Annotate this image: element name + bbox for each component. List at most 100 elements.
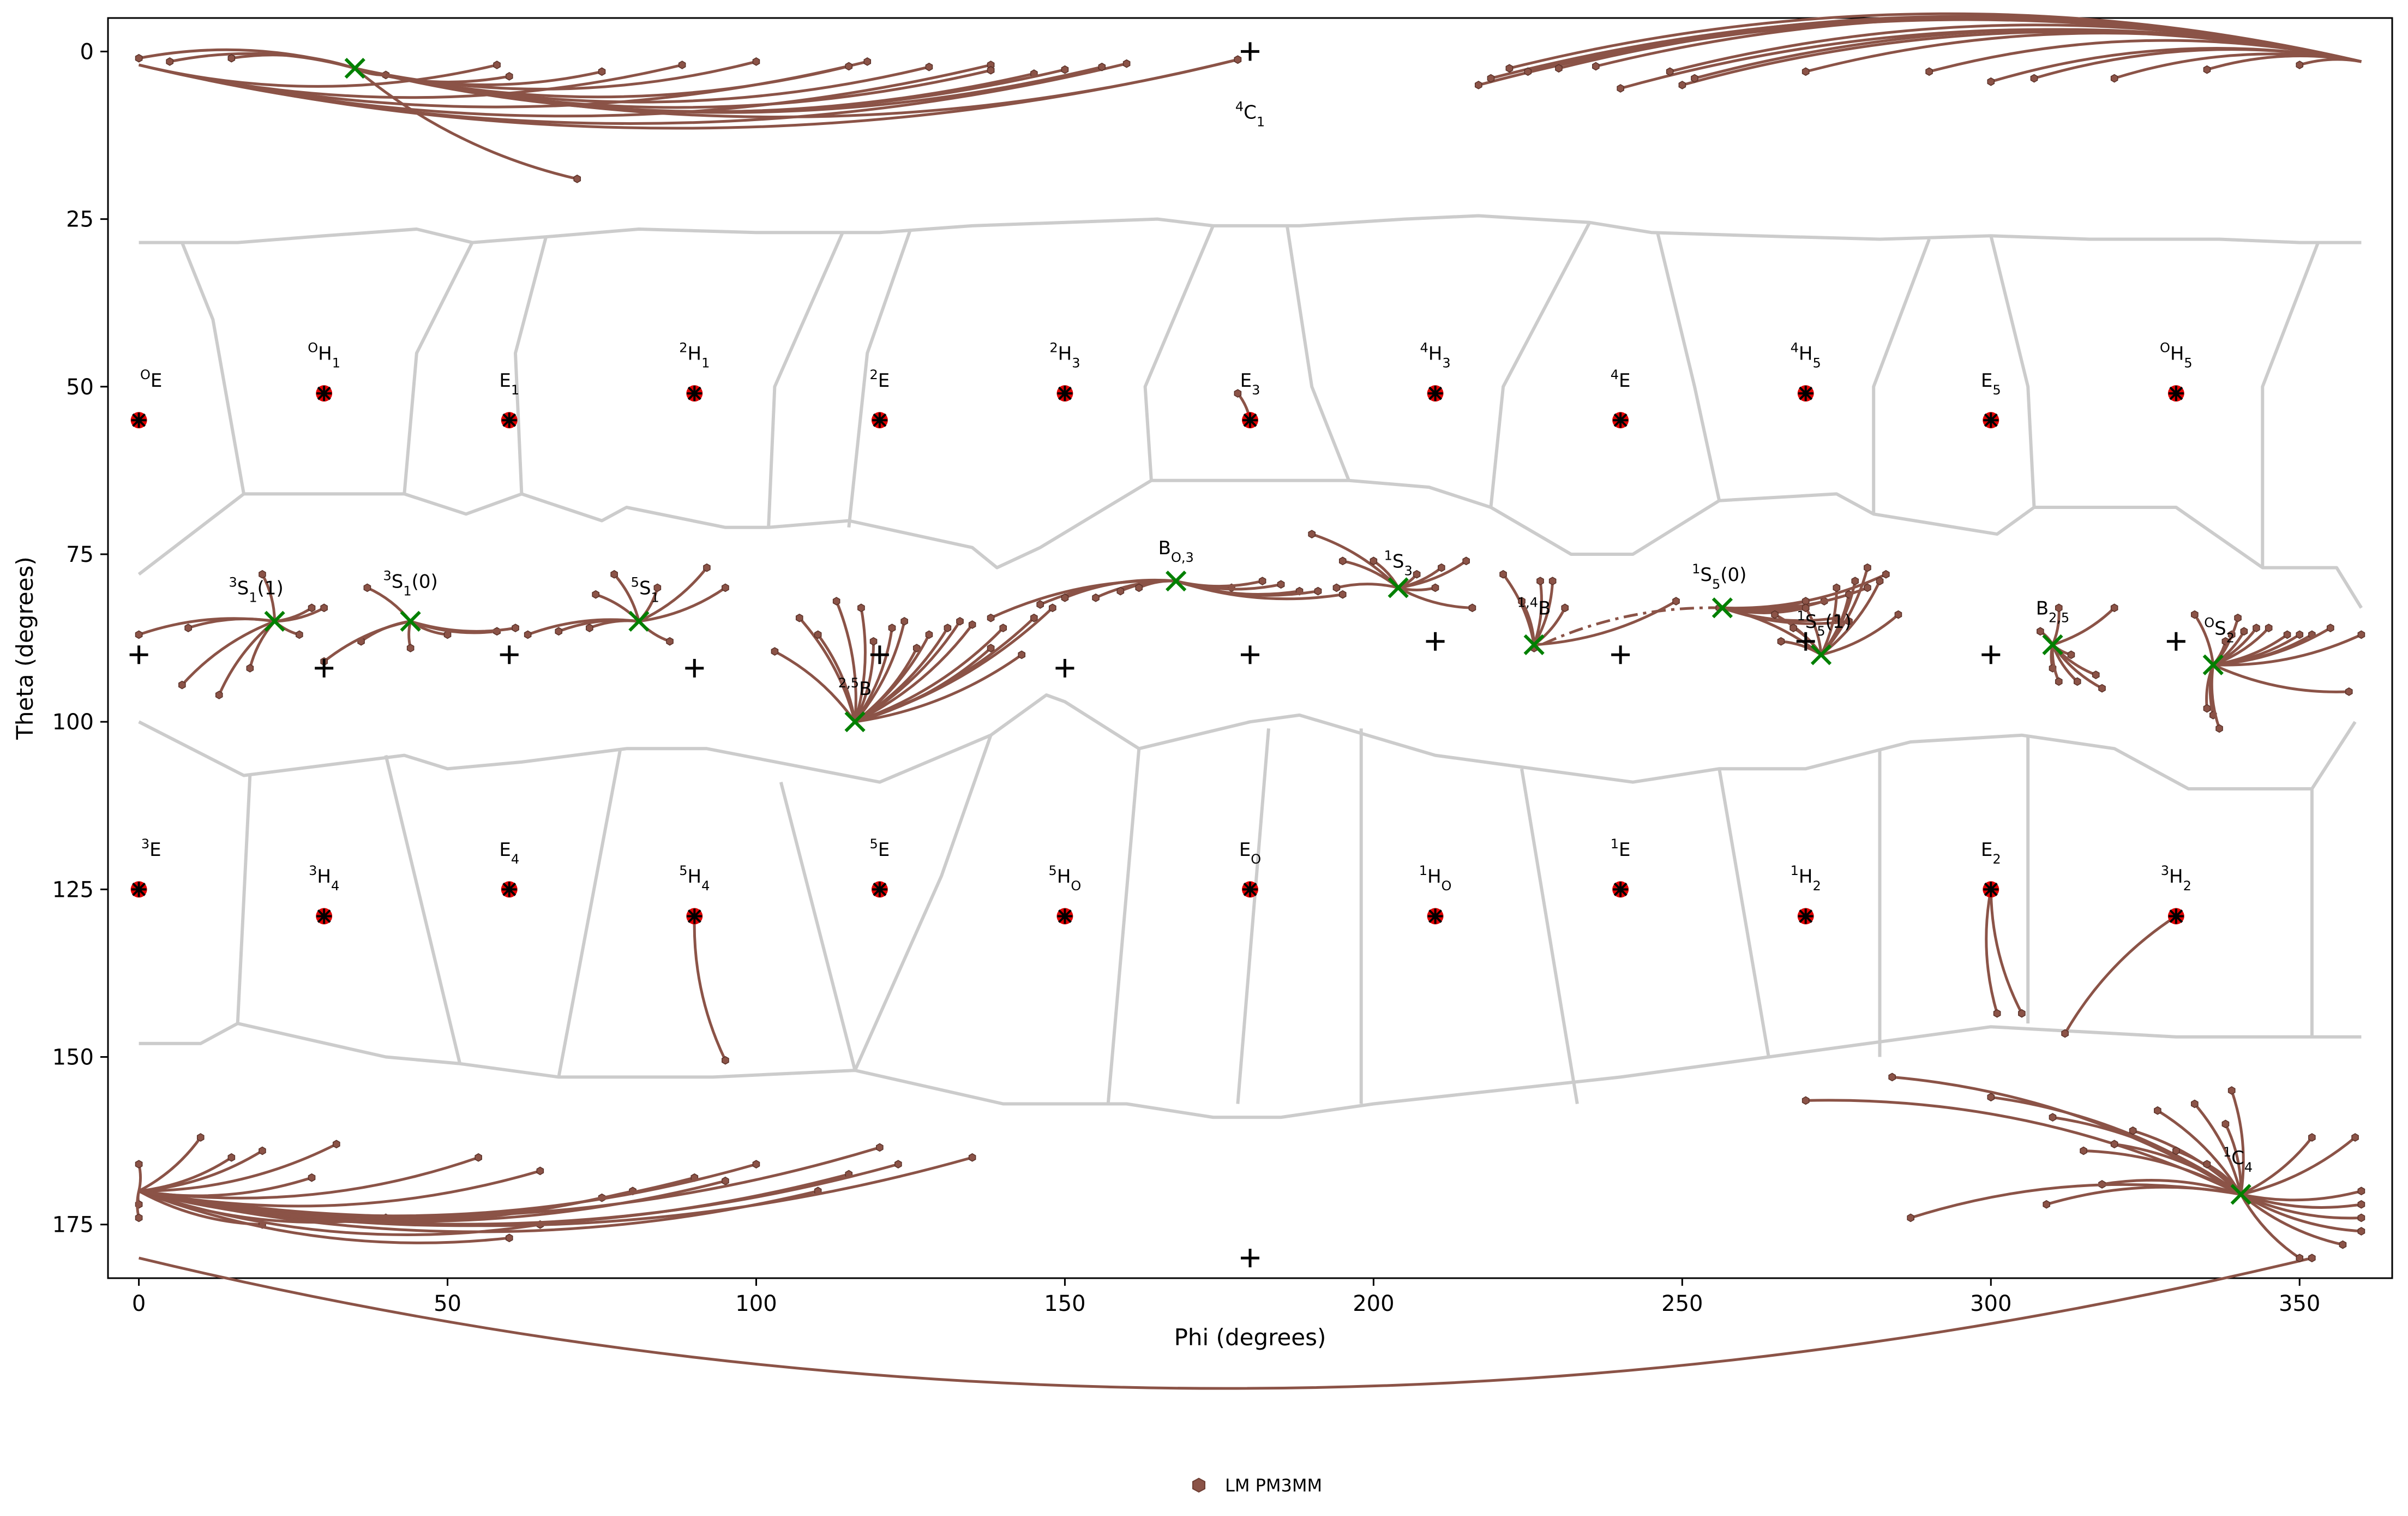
reference-points: [130, 385, 2184, 925]
region-boundary-line: [236, 775, 252, 1024]
transition-path-line: [854, 607, 1054, 723]
region-boundary-line: [384, 754, 462, 1064]
region-boundary-line: [139, 214, 2362, 244]
path-endpoint-marker: [1876, 577, 1884, 585]
region-boundary-line: [1656, 232, 1721, 501]
region-boundary-line: [139, 1022, 2362, 1119]
path-endpoint-marker: [406, 644, 415, 652]
local-minimum-marker: [1523, 634, 1545, 655]
transition-path-line: [2157, 1109, 2242, 1195]
pucker-label: 1,4B: [1517, 595, 1551, 620]
pucker-label: 2H3: [1049, 340, 1080, 371]
label-base: E: [149, 839, 161, 861]
transition-path-line: [854, 641, 875, 723]
label-superscript: 5: [1049, 863, 1057, 878]
label-superscript: 4: [1611, 367, 1619, 382]
x-tick-label: 350: [2279, 1291, 2320, 1316]
label-subscript: 4: [2244, 1160, 2253, 1175]
label-subscript: 3: [1072, 356, 1080, 371]
label-suffix: (0): [412, 571, 438, 592]
label-subscript: 4: [331, 878, 339, 894]
label-superscript: 4: [1420, 340, 1428, 356]
reference-point-cross: [1983, 412, 1999, 428]
pucker-labels: 4C1OEOH1E12H12E2H3E34H34E4H5E5OH53S1(1)3…: [140, 99, 2253, 1175]
transition-path-line: [2193, 1102, 2243, 1195]
path-endpoint-marker: [722, 1056, 729, 1065]
label-superscript: 1: [1384, 548, 1392, 564]
path-endpoint-marker: [2154, 1106, 2161, 1115]
path-endpoint-marker: [1098, 62, 1106, 71]
path-endpoint-marker: [586, 624, 593, 632]
path-endpoint-marker: [795, 613, 803, 622]
edge-trace-line: [1595, 16, 2362, 68]
label-suffix: (1): [257, 578, 284, 600]
label-base: B: [2036, 598, 2049, 620]
path-endpoint-marker: [1802, 1096, 1810, 1105]
pucker-label: OH5: [2160, 340, 2193, 371]
path-endpoint-marker: [832, 597, 840, 606]
label-subscript: O: [1071, 878, 1081, 894]
region-boundary-line: [557, 748, 622, 1077]
path-endpoint-marker: [2055, 603, 2063, 613]
edge-trace-line: [138, 1136, 202, 1193]
local-minimum-marker: [1388, 577, 1409, 598]
path-endpoint-marker: [1413, 570, 1421, 579]
reference-point-marker: [316, 385, 333, 402]
region-boundary-line: [1718, 768, 1770, 1058]
transition-path-line: [1533, 580, 1554, 646]
label-subscript: O: [1251, 852, 1261, 867]
transition-path-line: [2240, 1193, 2343, 1247]
pucker-label: 4C1: [1235, 99, 1265, 129]
path-endpoint-marker: [987, 644, 995, 652]
local-minimum-marker: [264, 610, 285, 632]
region-boundary-line: [853, 734, 993, 1071]
transition-path-line: [693, 916, 727, 1061]
label-superscript: 2: [679, 340, 687, 356]
path-endpoint-marker: [308, 603, 316, 613]
x-tick-label: 150: [1044, 1291, 1085, 1316]
transition-path-line: [2241, 1189, 2362, 1202]
reference-point-marker: [501, 881, 518, 898]
path-endpoint-marker: [493, 61, 501, 69]
path-endpoint-marker: [1234, 55, 1242, 64]
pole-plus-marker: [315, 658, 334, 678]
transition-path-line: [1985, 889, 1998, 1014]
transition-path-line: [854, 620, 962, 723]
label-subscript: 3: [1404, 564, 1412, 579]
pucker-label: 5HO: [1049, 863, 1082, 894]
path-endpoint-marker: [215, 691, 223, 699]
label-superscript: 5: [869, 836, 878, 852]
path-endpoint-marker: [1518, 597, 1526, 606]
path-endpoint-marker: [2339, 1240, 2347, 1249]
transition-path-line: [816, 633, 857, 722]
label-base: S: [2214, 618, 2226, 639]
reference-point-marker: [1056, 908, 1073, 925]
pucker-label: 1E: [1611, 836, 1631, 861]
path-endpoint-marker: [2351, 1133, 2359, 1142]
path-endpoint-marker: [1487, 74, 1495, 83]
label-base: E: [1240, 370, 1252, 392]
pucker-label: OE: [140, 367, 162, 392]
pole-markers: [129, 42, 2185, 1268]
reference-point-marker: [1612, 881, 1629, 898]
region-boundary-line: [2261, 242, 2320, 568]
path-endpoint-marker: [259, 1146, 266, 1155]
pucker-label: 3E: [141, 836, 161, 861]
reference-point-marker: [1797, 385, 1814, 402]
pucker-label: E5: [1981, 370, 2001, 398]
label-superscript: O: [2160, 340, 2170, 356]
transition-path-line: [589, 619, 639, 630]
reference-point-cross: [872, 412, 887, 428]
transition-path-line: [410, 620, 516, 633]
region-boundary-line: [847, 229, 912, 528]
path-endpoint-marker: [968, 620, 976, 629]
reference-point-marker: [1612, 412, 1629, 429]
y-axis-ticks: 0 25 50 75 100 125 150 175: [52, 39, 108, 1238]
path-endpoint-marker: [246, 664, 254, 673]
transition-path-line: [188, 618, 275, 630]
label-base: S: [639, 578, 651, 600]
reference-point-cross: [1798, 386, 1813, 402]
x-tick-label: 50: [434, 1291, 461, 1316]
path-endpoint-marker: [1030, 613, 1038, 622]
path-endpoint-marker: [2234, 613, 2242, 622]
